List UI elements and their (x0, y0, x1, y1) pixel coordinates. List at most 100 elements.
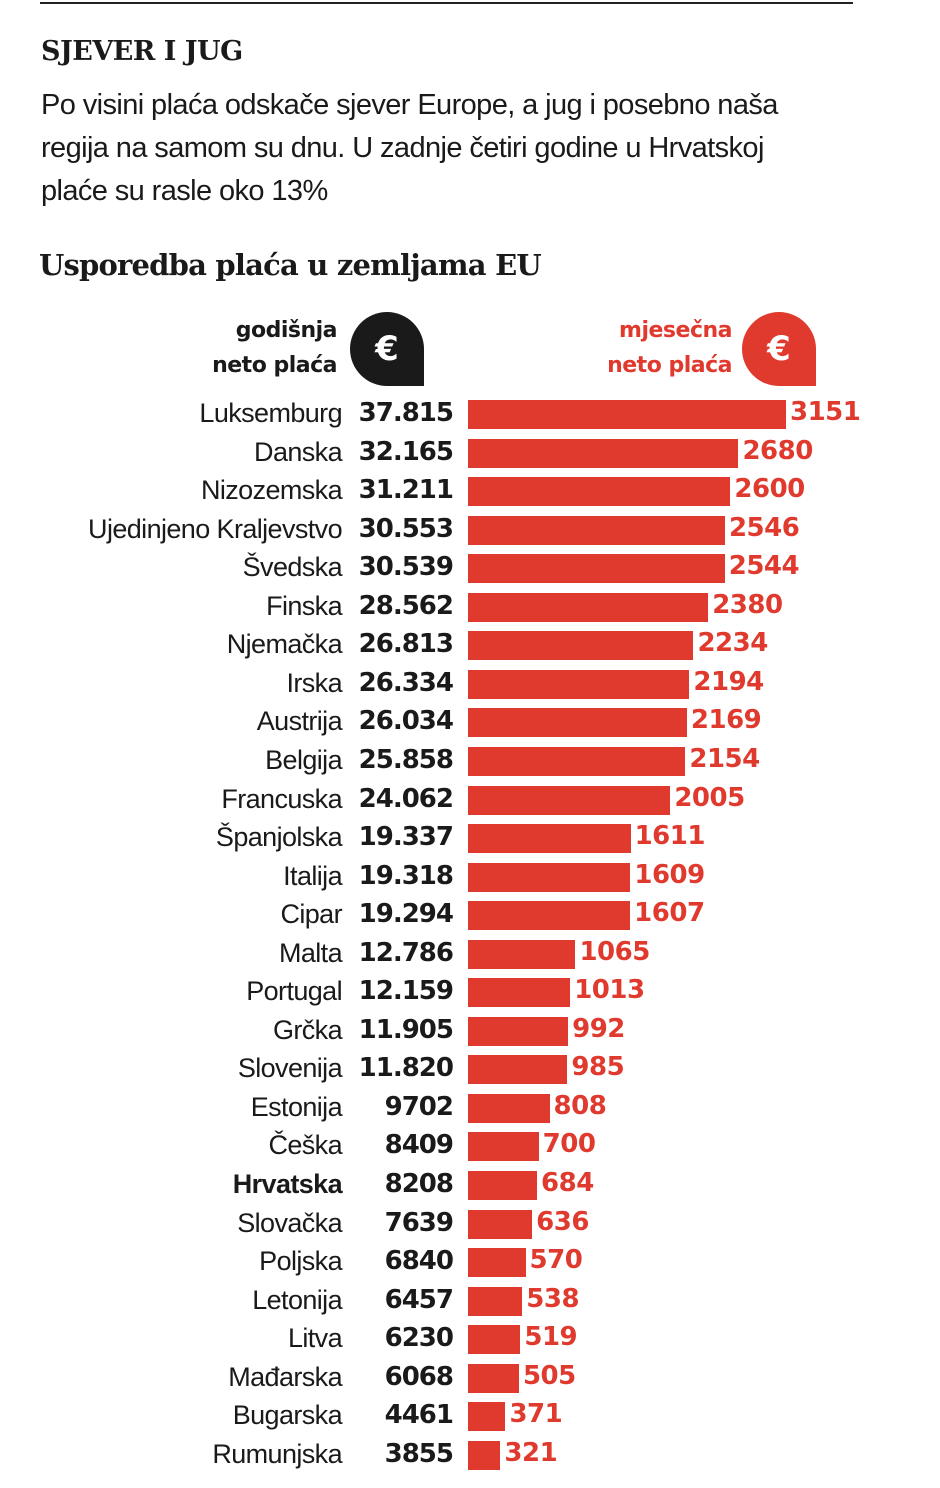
monthly-bar (468, 1402, 506, 1432)
bar-row: Cipar 19.294 1607 (0, 897, 940, 935)
country-label: Češka (268, 1130, 342, 1161)
monthly-bar (468, 1016, 569, 1046)
annual-value: 19.318 (358, 860, 454, 891)
monthly-bar (468, 1363, 519, 1393)
country-label: Estonija (250, 1091, 343, 1122)
bar-row: Mađarska 6068 505 (0, 1360, 940, 1398)
top-rule (40, 2, 853, 4)
monthly-header: mjesečna neto plaća (607, 318, 732, 378)
monthly-bar (468, 669, 690, 699)
monthly-value: 2154 (689, 743, 760, 774)
monthly-bar (468, 901, 631, 931)
country-label: Rumunjska (212, 1438, 342, 1469)
annual-value: 26.334 (358, 667, 454, 698)
kicker: SJEVER I JUG (41, 36, 243, 67)
monthly-bar (468, 477, 731, 507)
bar-row: Španjolska 19.337 1611 (0, 820, 940, 858)
monthly-bar (468, 1440, 501, 1470)
country-label: Bugarska (232, 1400, 343, 1431)
annual-value: 30.553 (358, 513, 454, 544)
monthly-value: 2544 (728, 551, 800, 582)
monthly-value: 636 (536, 1206, 589, 1237)
bar-row: Poljska 6840 570 (0, 1244, 940, 1282)
monthly-bar (468, 708, 687, 738)
country-label: Luksemburg (199, 398, 342, 428)
country-label: Austrija (256, 706, 343, 737)
country-label: Belgija (265, 744, 342, 775)
country-label: Njemačka (226, 629, 343, 660)
bar-row: Češka 8409 700 (0, 1128, 940, 1166)
monthly-bar (468, 1209, 533, 1239)
country-label: Cipar (280, 899, 342, 930)
monthly-bar (468, 554, 725, 584)
annual-value: 7639 (384, 1207, 454, 1238)
monthly-value: 570 (529, 1245, 583, 1276)
monthly-bar (468, 1171, 538, 1200)
monthly-bar (468, 631, 694, 661)
bar-row: Grčka 11.905 992 (0, 1013, 940, 1051)
lede-text: Po visini plaća odskače sjever Europe, a… (41, 89, 778, 207)
monthly-value: 2380 (712, 589, 783, 620)
monthly-value: 2680 (742, 435, 813, 466)
annual-value: 6457 (384, 1284, 454, 1315)
annual-value: 37.815 (358, 398, 454, 428)
monthly-value: 2005 (674, 782, 745, 813)
bar-row: Irska 26.334 2194 (0, 666, 940, 704)
annual-value: 12.786 (358, 937, 454, 968)
annual-value: 6840 (384, 1246, 454, 1277)
monthly-value: 684 (541, 1168, 594, 1198)
annual-header: godišnja neto plaća (212, 318, 337, 378)
monthly-bar (468, 785, 671, 815)
bar-row: Italija 19.318 1609 (0, 859, 940, 897)
bar-row: Luksemburg 37.815 3151 (0, 396, 940, 434)
chart-title: Usporedba plaća u zemljama EU (39, 248, 542, 282)
monthly-value: 3151 (790, 397, 861, 427)
monthly-bar (468, 592, 709, 622)
monthly-value: 1611 (634, 821, 706, 852)
country-label: Švedska (242, 552, 343, 583)
monthly-bar (468, 1248, 526, 1278)
monthly-bar (468, 746, 686, 776)
euro-icon-monthly: € (742, 312, 816, 386)
annual-value: 9702 (384, 1091, 454, 1122)
monthly-value: 321 (504, 1437, 558, 1468)
monthly-bar (468, 1286, 523, 1316)
bar-row: Nizozemska 31.211 2600 (0, 473, 940, 511)
annual-value: 26.034 (358, 706, 454, 737)
monthly-value: 1609 (634, 859, 705, 890)
monthly-value: 2169 (690, 705, 762, 736)
monthly-value: 1013 (574, 975, 645, 1006)
annual-value: 8208 (384, 1169, 454, 1199)
country-label: Poljska (259, 1246, 342, 1277)
annual-value: 12.159 (358, 976, 454, 1007)
bar-row: Finska 28.562 2380 (0, 589, 940, 627)
country-label: Danska (254, 436, 343, 467)
monthly-value: 2234 (697, 628, 768, 659)
bar-row: Bugarska 4461 371 (0, 1398, 940, 1436)
annual-value: 19.337 (358, 822, 454, 853)
monthly-value: 992 (572, 1013, 625, 1044)
bar-row: Francuska 24.062 2005 (0, 782, 940, 820)
bar-row: Švedska 30.539 2544 (0, 550, 940, 588)
bar-row: Slovenija 11.820 985 (0, 1051, 940, 1089)
monthly-value: 985 (571, 1052, 625, 1083)
country-label: Grčka (272, 1014, 343, 1045)
monthly-value: 1065 (579, 936, 650, 967)
annual-value: 30.539 (358, 552, 454, 583)
country-label: Letonija (252, 1284, 342, 1315)
monthly-bar (468, 862, 631, 892)
annual-value: 26.813 (358, 629, 454, 660)
country-label: Finska (266, 590, 343, 621)
monthly-value: 2600 (734, 474, 805, 505)
bar-row: Letonija 6457 538 (0, 1283, 940, 1321)
monthly-bar (468, 978, 571, 1008)
annual-value: 11.905 (358, 1014, 454, 1045)
annual-value: 25.858 (358, 744, 454, 775)
country-label: Slovačka (237, 1207, 342, 1238)
country-label: Litva (287, 1323, 343, 1354)
annual-value: 6068 (384, 1361, 454, 1392)
monthly-value: 808 (553, 1090, 607, 1121)
monthly-bar (468, 939, 576, 969)
monthly-bar (468, 1093, 550, 1123)
bar-row: Rumunjska 3855 321 (0, 1437, 940, 1475)
